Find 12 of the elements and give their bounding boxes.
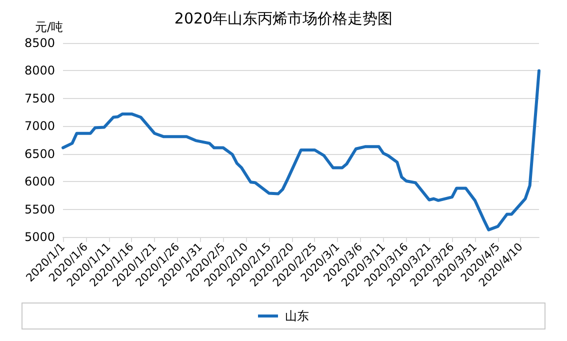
line-series bbox=[62, 69, 540, 232]
y-tick-label: 7000 bbox=[24, 119, 55, 134]
y-tick-label: 8500 bbox=[24, 36, 55, 50]
y-tick-label: 8000 bbox=[24, 64, 55, 78]
chart-title: 2020年山东丙烯市场价格走势图 bbox=[174, 10, 393, 28]
legend-label: 山东 bbox=[285, 309, 309, 323]
y-tick-label: 7500 bbox=[24, 91, 55, 106]
y-tick-label: 5500 bbox=[24, 202, 55, 216]
y-axis-title: 元/吨 bbox=[34, 20, 63, 34]
y-tick-label: 6500 bbox=[24, 146, 55, 161]
y-tick-label: 5000 bbox=[24, 230, 55, 244]
y-tick-label: 6000 bbox=[24, 174, 55, 189]
